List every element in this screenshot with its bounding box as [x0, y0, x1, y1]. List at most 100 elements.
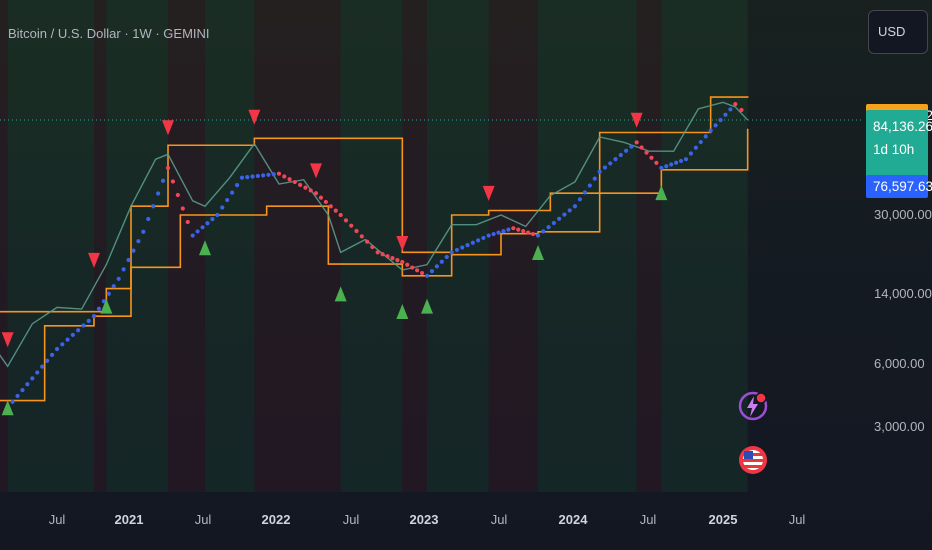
trail-dot — [557, 216, 562, 221]
trail-dot — [390, 256, 395, 261]
trail-dot — [718, 117, 723, 123]
trail-dot — [592, 176, 597, 181]
trail-dot — [444, 254, 449, 260]
trail-dot — [728, 107, 733, 112]
sell-signal-2 — [162, 120, 174, 136]
countdown-label: 1d 10h — [873, 142, 915, 157]
series-price — [0, 101, 749, 368]
trail-dot — [298, 182, 303, 187]
trail-dot — [323, 199, 328, 205]
trail-dot — [486, 233, 491, 238]
trail-dot — [572, 204, 578, 209]
sell-signal-3 — [248, 109, 261, 125]
trail-dot — [608, 161, 613, 166]
trail-dot — [739, 107, 744, 113]
trail-dot — [359, 234, 364, 239]
regime-band-5 — [205, 0, 255, 492]
trail-dot — [65, 337, 70, 342]
trail-dot — [282, 174, 287, 179]
trail-dot — [30, 376, 35, 381]
trail-dot — [395, 257, 400, 263]
trail-dot — [261, 173, 266, 178]
trail-dot — [10, 399, 15, 404]
trail-dot — [454, 247, 460, 253]
trail-dot — [439, 259, 444, 264]
trail-dot — [501, 229, 506, 234]
y-tick-1: 30,000.00 — [874, 207, 932, 222]
trail-dot — [200, 225, 205, 230]
trail-dot — [354, 228, 359, 234]
trail-dot — [318, 195, 324, 200]
trail-dot — [506, 227, 511, 232]
trail-dot — [328, 204, 333, 209]
buy-signal-3 — [334, 286, 347, 302]
trail-dot — [562, 212, 567, 217]
sell-signal-1 — [88, 252, 100, 268]
regime-band-2 — [94, 0, 107, 492]
regime-band-11 — [538, 0, 637, 492]
trail-dot — [303, 185, 308, 190]
trail-dot — [449, 250, 454, 255]
trail-dot — [111, 284, 116, 289]
trail-dot — [491, 231, 496, 237]
trail-dot — [551, 220, 556, 226]
trail-dot — [91, 314, 97, 319]
regime-band-12 — [636, 0, 662, 492]
x-tick-jul-2022: Jul — [342, 512, 360, 527]
us-flag-icon[interactable] — [737, 444, 769, 476]
trail-dot — [35, 370, 40, 375]
trail-dot — [343, 218, 349, 223]
trail-dot — [364, 239, 370, 244]
trail-dot — [587, 183, 592, 188]
trail-dot — [582, 190, 587, 195]
trail-dot — [400, 259, 405, 265]
trail-dot — [639, 145, 644, 150]
regime-band-0 — [0, 0, 8, 492]
trail-dot — [385, 254, 390, 259]
trail-dot — [156, 191, 161, 196]
trail-dot — [419, 270, 425, 276]
x-tick-jul-2023: Jul — [490, 512, 508, 527]
trail-dot — [60, 342, 65, 347]
trail-dot — [410, 265, 415, 270]
trail-dot — [81, 323, 86, 328]
currency-button[interactable]: USD — [868, 10, 928, 54]
trail-dot — [521, 229, 526, 234]
regime-band-6 — [254, 0, 341, 492]
trail-dot — [255, 173, 260, 179]
trail-dot — [180, 206, 185, 211]
trail-dot — [516, 227, 521, 232]
buy-signal-4 — [396, 304, 409, 320]
trail-dot — [644, 150, 649, 155]
trail-dot — [271, 172, 276, 177]
trail-dot — [511, 226, 516, 231]
trail-dot — [708, 128, 713, 133]
trail-dot — [225, 197, 230, 203]
trail-dot — [470, 240, 475, 245]
trail-dot — [54, 346, 60, 352]
trail-dot — [106, 291, 111, 296]
trail-dot — [86, 318, 91, 323]
trail-dot — [664, 164, 669, 169]
y-tick-3: 6,000.00 — [874, 356, 925, 371]
trail-dot — [613, 157, 618, 162]
sell-signal-7 — [630, 112, 643, 128]
series-channel-upper — [0, 96, 749, 313]
trail-dot — [380, 252, 385, 257]
lightning-badge-icon[interactable] — [737, 390, 769, 422]
trail-dot — [674, 160, 679, 165]
trail-dot — [175, 192, 180, 198]
trail-dot — [634, 140, 639, 145]
trail-dot — [195, 229, 200, 234]
trail-dot — [185, 219, 190, 225]
trail-dot — [266, 172, 271, 177]
trail-dot — [25, 382, 30, 387]
price-label-low: 76,597.63 — [866, 175, 932, 198]
trail-dot — [618, 152, 623, 158]
buy-signal-0 — [1, 400, 14, 416]
trail-dot — [481, 235, 486, 241]
trail-dot — [220, 205, 225, 210]
trail-dot — [165, 165, 171, 171]
